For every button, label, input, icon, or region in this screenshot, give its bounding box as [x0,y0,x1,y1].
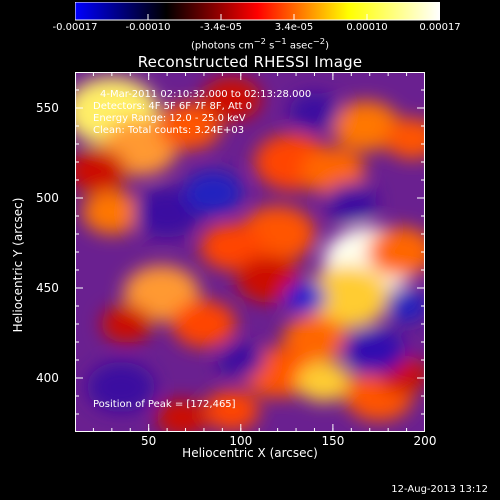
y-tick-label: 550 [36,101,59,115]
plot-date: 12-Aug-2013 13:12 [391,484,488,495]
energy-range-annotation: Energy Range: 12.0 - 25.0 keV [93,113,246,124]
emission-blob [204,390,260,431]
colorbar-tick-label: -0.00017 [52,22,98,33]
emission-blob [367,226,425,278]
x-tick-label: 100 [229,434,253,448]
image-panel [75,72,425,432]
emission-blob [282,314,347,362]
emission-blob [123,265,200,322]
emission-blob [217,342,265,378]
colorbar-units: (photons cm−2 s−1 asec−2) [190,36,330,52]
emission-blob [289,92,340,131]
time-range-annotation: 4-Mar-2011 02:10:32.000 to 02:13:28.000 [100,89,312,100]
x-tick-label: 200 [413,434,437,448]
emission-blob [384,118,425,159]
emission-blob [332,100,400,152]
colorbar [75,2,440,21]
emission-blob [236,255,301,303]
axis-tick-marks [75,72,425,432]
colorbar-gradient [75,2,440,21]
peak-position-annotation: Position of Peak = [172,465] [93,399,236,410]
emission-blob [183,170,243,215]
colorbar-tick-label: 0.00010 [346,22,388,33]
emission-blob [133,187,201,238]
emission-blob [156,398,208,432]
emission-blob [199,223,264,271]
emission-blob [284,281,327,313]
y-axis-label: Heliocentric Y (arcsec) [11,197,25,333]
clean-counts-annotation: Clean: Total counts: 3.24E+03 [93,125,245,136]
emission-blob [301,147,365,195]
emission-blob [341,327,406,375]
emission-blob [305,265,390,329]
detectors-annotation: Detectors: 4F 5F 6F 7F 8F, Att 0 [93,101,253,112]
colorbar-tick-marks [75,14,440,20]
emission-blob [87,361,155,413]
emission-blob [157,102,221,150]
emission-blob [385,290,425,322]
colorbar-tick-label: -0.00010 [125,22,171,33]
x-axis-label: Heliocentric X (arcsec) [182,446,318,460]
plot-title: Reconstructed RHESSI Image [137,53,363,71]
colorbar-tick-label: -3.4e-05 [200,22,242,33]
y-tick-label: 400 [36,371,59,385]
emission-blob [172,300,236,348]
x-tick-label: 50 [141,434,157,448]
y-tick-label: 500 [36,191,59,205]
emission-blob [101,305,152,343]
colorbar-tick-label: 0.00017 [419,22,461,33]
emission-map [75,77,425,432]
colorbar-tick-label: 3.4e-05 [274,22,314,33]
emission-blob [325,182,377,221]
emission-blob [75,149,127,193]
emission-blob [201,77,262,121]
x-tick-label: 150 [321,434,345,448]
emission-blob [82,190,142,235]
emission-blob [296,361,352,402]
y-tick-label: 450 [36,281,59,295]
